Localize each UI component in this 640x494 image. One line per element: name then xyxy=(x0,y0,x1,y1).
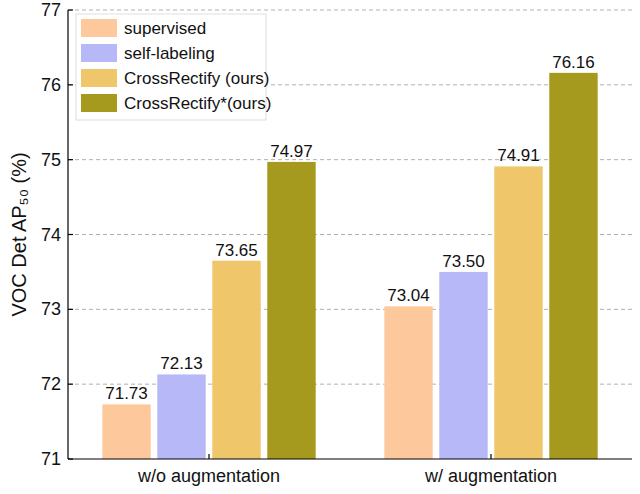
y-tick xyxy=(68,159,73,160)
legend-label: self-labeling xyxy=(124,44,215,63)
y-axis-label: VOC Det AP₅₀ (%) xyxy=(8,152,30,316)
bar xyxy=(102,404,150,459)
legend: supervised self-labeling CrossRectify (our… xyxy=(76,14,271,120)
legend-label: CrossRectify (ours) xyxy=(124,69,269,88)
grid-line xyxy=(68,309,632,310)
bar xyxy=(549,73,597,459)
grid-line xyxy=(68,159,632,160)
x-tick xyxy=(490,454,491,459)
data-label: 73.04 xyxy=(387,286,430,305)
data-label: 73.65 xyxy=(215,241,258,260)
legend-swatch xyxy=(81,94,117,112)
y-tick xyxy=(68,458,73,459)
bar xyxy=(157,374,205,459)
x-tick-label: w/o augmentation xyxy=(137,466,280,486)
bar xyxy=(212,261,260,459)
grid-line xyxy=(68,384,632,385)
data-label: 74.91 xyxy=(497,146,540,165)
data-label: 74.97 xyxy=(270,142,313,161)
y-tick-label: 74 xyxy=(41,225,61,245)
legend-swatch xyxy=(81,69,117,87)
data-labels: 71.73 73.04 72.13 73.50 73.65 74.91 74.97 76.16 xyxy=(105,53,595,404)
data-label: 71.73 xyxy=(105,384,148,403)
chart-svg: 71.73 73.04 72.13 73.50 73.65 74.91 74.97 76.16… xyxy=(0,0,640,494)
y-tick-label: 71 xyxy=(41,449,61,469)
data-label: 73.50 xyxy=(442,252,485,271)
legend-label: CrossRectify*(ours) xyxy=(124,94,271,113)
bars xyxy=(102,73,597,459)
legend-swatch xyxy=(81,19,117,37)
data-label: 72.13 xyxy=(160,354,203,373)
bar xyxy=(384,306,432,459)
y-tick xyxy=(68,84,73,85)
legend-label: supervised xyxy=(124,19,206,38)
y-tick-label: 75 xyxy=(41,150,61,170)
y-tick-label: 76 xyxy=(41,75,61,95)
grid-line xyxy=(68,234,632,235)
y-tick xyxy=(68,234,73,235)
y-tick-label: 72 xyxy=(41,374,61,394)
x-axis xyxy=(68,458,632,459)
y-tick xyxy=(68,309,73,310)
bar xyxy=(267,162,315,459)
y-tick-label: 73 xyxy=(41,299,61,319)
bar xyxy=(439,272,487,459)
chart-container: 71.73 73.04 72.13 73.50 73.65 74.91 74.97 76.16… xyxy=(0,0,640,494)
x-tick-label: w/ augmentation xyxy=(424,466,557,486)
data-label: 76.16 xyxy=(552,53,595,72)
x-tick xyxy=(208,454,209,459)
legend-swatch xyxy=(81,44,117,62)
bar xyxy=(494,166,542,459)
y-tick xyxy=(68,384,73,385)
y-tick-label: 77 xyxy=(41,0,61,20)
y-tick xyxy=(68,9,73,10)
grid-line xyxy=(68,10,632,11)
